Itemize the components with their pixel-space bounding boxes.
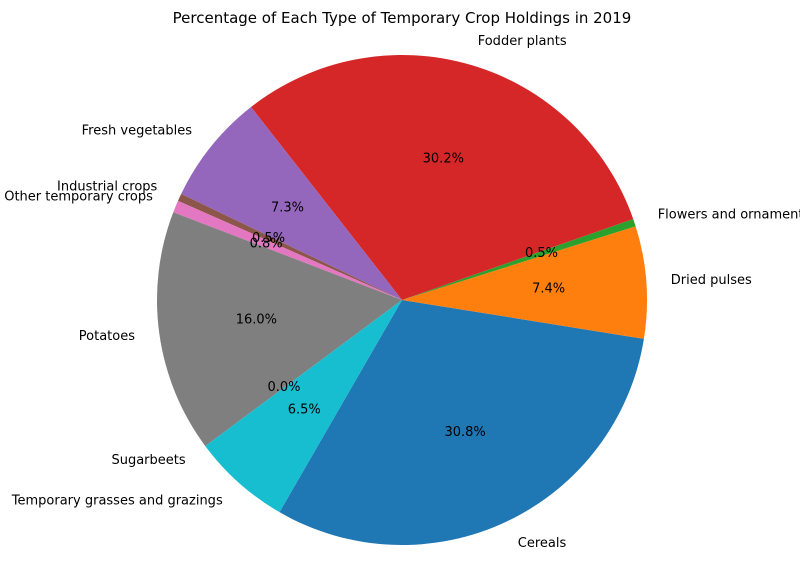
slice-percent-potatoes: 16.0% (236, 312, 277, 327)
pie-slice-temporary-grasses-and-grazings (205, 300, 402, 513)
slice-label-flowers-and-ornamental-plants: Flowers and ornamental plants (658, 207, 800, 222)
slice-label-fresh-vegetables: Fresh vegetables (82, 124, 193, 139)
slice-percent-industrial-crops: 0.5% (252, 231, 285, 246)
slice-percent-cereals: 30.8% (444, 425, 485, 440)
slice-label-temporary-grasses-and-grazings: Temporary grasses and grazings (11, 494, 223, 509)
slice-percent-temporary-grasses-and-grazings: 6.5% (288, 402, 321, 417)
slice-label-dried-pulses: Dried pulses (671, 273, 752, 288)
slice-percent-sugarbeets: 0.0% (267, 380, 300, 395)
pie-slice-fodder-plants (251, 55, 634, 300)
chart-title: Percentage of Each Type of Temporary Cro… (173, 9, 632, 27)
pie-slice-potatoes (157, 212, 402, 447)
pie-slice-fresh-vegetables (181, 107, 402, 300)
pie-slice-flowers-and-ornamental-plants (402, 218, 636, 300)
slice-label-industrial-crops: Industrial crops (57, 180, 158, 195)
slice-label-potatoes: Potatoes (79, 329, 135, 344)
pie-labels: Cereals 30.8% Dried pulses 7.4% Flowers and … (4, 34, 800, 551)
pie-slice-other-temporary-crops (173, 200, 402, 300)
pie-slice-industrial-crops (177, 193, 402, 300)
slice-label-sugarbeets: Sugarbeets (111, 453, 185, 468)
slice-percent-fresh-vegetables: 7.3% (271, 200, 304, 215)
pie-slice-dried-pulses (402, 226, 647, 339)
pie-slice-cereals (279, 300, 644, 545)
slice-label-fodder-plants: Fodder plants (478, 34, 567, 49)
slice-label-cereals: Cereals (518, 536, 567, 551)
pie-slices (157, 55, 647, 545)
slice-percent-fodder-plants: 30.2% (423, 151, 464, 166)
slice-percent-other-temporary-crops: 0.8% (250, 236, 283, 251)
slice-percent-flowers-and-ornamental-plants: 0.5% (525, 246, 558, 261)
slice-label-other-temporary-crops: Other temporary crops (4, 190, 153, 205)
slice-percent-dried-pulses: 7.4% (532, 282, 565, 297)
